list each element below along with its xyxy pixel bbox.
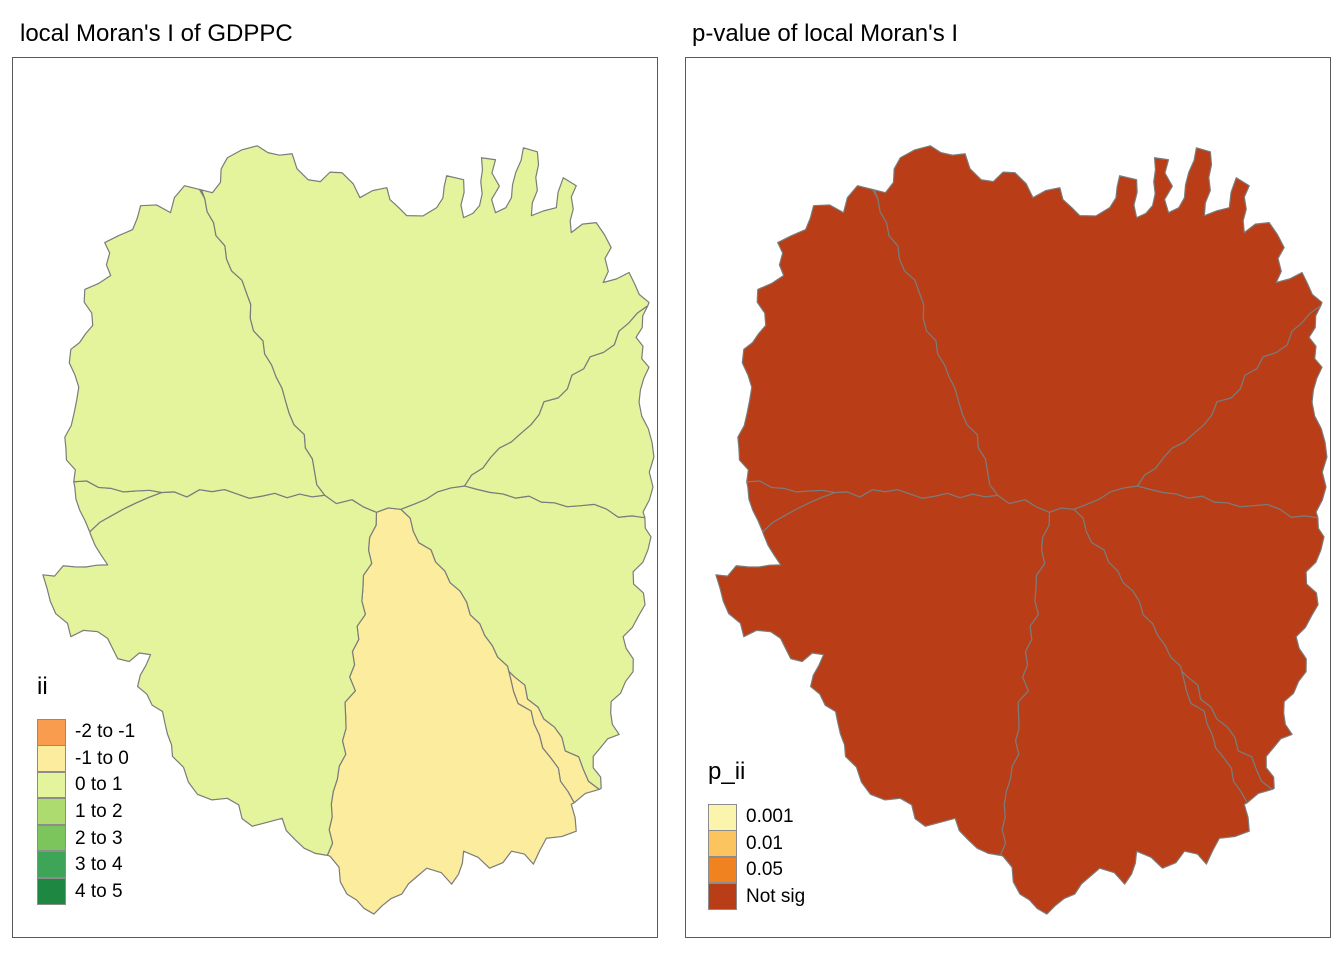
pvalue-legend-entry: 0.05 — [708, 856, 805, 884]
moran-legend: ii -2 to -1 -1 to 0 0 to 1 1 to 2 2 to 3 3 to… — [37, 673, 135, 905]
legend-swatch — [37, 745, 66, 772]
legend-label: 0.05 — [746, 859, 783, 881]
legend-label: 0.01 — [746, 832, 783, 854]
moran-legend-entry: -2 to -1 — [37, 719, 135, 746]
legend-label: -2 to -1 — [75, 721, 136, 743]
legend-label: 0.001 — [746, 806, 794, 828]
legend-label: 0 to 1 — [75, 774, 123, 796]
right-map-title: p-value of local Moran's I — [692, 20, 959, 47]
pvalue-choropleth-map — [715, 145, 1328, 915]
legend-swatch — [37, 824, 66, 852]
legend-label: 4 to 5 — [75, 880, 123, 902]
legend-swatch — [37, 771, 66, 799]
moran-legend-entry: 2 to 3 — [37, 824, 135, 852]
legend-label: -1 to 0 — [75, 747, 129, 769]
legend-swatch — [37, 719, 66, 746]
moran-legend-entry: 4 to 5 — [37, 878, 135, 906]
legend-label: 3 to 4 — [75, 854, 123, 876]
pvalue-legend-entry: 0.01 — [708, 830, 805, 858]
legend-label: 1 to 2 — [75, 801, 123, 823]
legend-swatch — [37, 878, 66, 905]
moran-legend-entry: 0 to 1 — [37, 771, 135, 799]
moran-legend-entry: -1 to 0 — [37, 745, 135, 773]
county-region — [200, 145, 650, 513]
legend-swatch — [708, 856, 737, 884]
legend-swatch — [37, 798, 66, 825]
moran-map-panel: ii -2 to -1 -1 to 0 0 to 1 1 to 2 2 to 3 3 to… — [12, 57, 658, 938]
legend-label: Not sig — [746, 886, 806, 908]
legend-swatch — [708, 883, 737, 910]
moran-legend-title: ii — [37, 673, 48, 700]
moran-legend-entry: 3 to 4 — [37, 851, 135, 879]
pvalue-map-panel: p_ii 0.001 0.01 0.05 Not sig — [685, 57, 1331, 938]
pvalue-legend-entry: 0.001 — [708, 804, 805, 831]
pvalue-legend-entry: Not sig — [708, 883, 806, 911]
county-region — [873, 145, 1323, 513]
left-map-title: local Moran's I of GDPPC — [20, 20, 293, 47]
legend-swatch — [708, 804, 737, 831]
legend-label: 2 to 3 — [75, 827, 123, 849]
pvalue-legend: p_ii 0.001 0.01 0.05 Not sig — [708, 758, 805, 910]
legend-swatch — [37, 851, 66, 879]
moran-legend-entry: 1 to 2 — [37, 798, 135, 826]
pvalue-legend-title: p_ii — [708, 758, 746, 785]
moran-choropleth-map — [42, 145, 655, 915]
legend-swatch — [708, 830, 737, 857]
